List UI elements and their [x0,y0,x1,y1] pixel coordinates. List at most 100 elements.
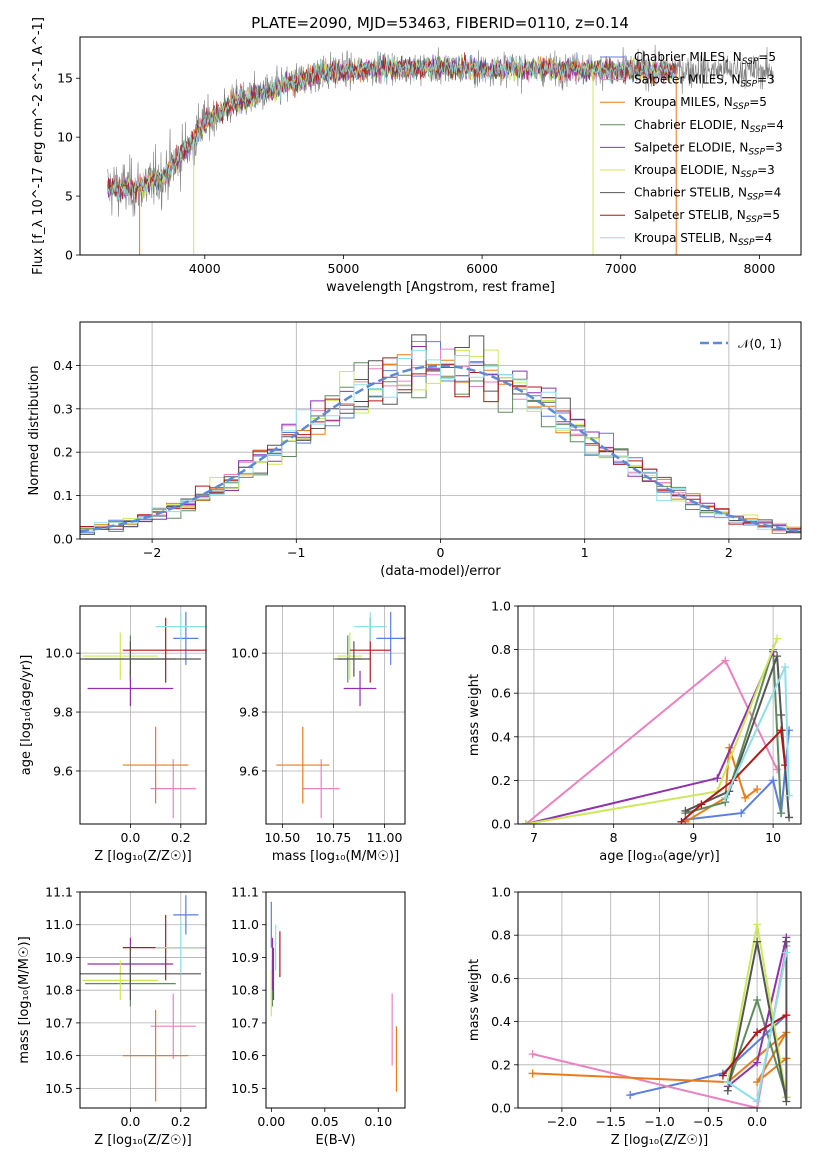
mass-weight-marker [737,809,746,818]
x-tick-label: 0.2 [171,830,191,845]
y-tick-label: 10.0 [45,646,73,661]
errorbars [80,611,206,819]
mass-weight-marker [753,1097,762,1106]
y-tick-label: 10.8 [45,983,73,998]
x-tick-label: 0.2 [171,1114,191,1129]
y-tick-label: 11.1 [231,885,259,900]
mass-weight-marker [753,937,762,946]
legend-entry: Salpeter STELIB, NSSP=5 [634,208,780,225]
legend-entry: 𝒩(0, 1) [738,337,782,351]
weight-lines [521,634,794,824]
axes-frame [517,891,802,1109]
mass-vs-metallicity-panel: 0.0 0.2 10.5 10.6 10.7 10.8 10.9 11.0 11.1 Z [log… [17,885,207,1148]
mass-weight-marker [713,774,722,783]
legend-entry: Kroupa ELODIE, NSSP=3 [634,163,775,180]
mass-weight-marker [773,634,782,643]
y-tick-label: 10.0 [231,646,259,661]
x-tick-label: 0.05 [311,1114,339,1129]
y-axis-label: mass [log₁₀(M/M☉)] [17,936,32,1063]
axes-frame [265,605,406,825]
normal-curve [80,364,801,533]
y-axis-label: mass weight [467,674,482,756]
legend-entry: Salpeter ELODIE, NSSP=3 [634,140,783,157]
y-tick-label: 0.6 [491,686,511,701]
mass-weight-marker [777,809,786,818]
x-tick-label: −2 [143,545,161,560]
x-tick-label: 7000 [605,261,637,276]
x-tick-label: 1 [581,545,589,560]
axes-frame [517,605,802,825]
mass-weight-marker [721,656,730,665]
mass-weight-marker [753,1078,762,1087]
x-tick-label: 4000 [189,261,221,276]
y-tick-label: 15 [57,71,73,86]
y-tick-label: 0.2 [53,445,73,460]
mass-weight-line [726,941,788,1102]
y-tick-label: 10.6 [45,1048,73,1063]
x-tick-label: −1.0 [644,1114,674,1129]
x-axis-label: Z [log₁₀(Z/Z☉)] [94,1133,191,1148]
y-tick-label: 0.3 [53,401,73,416]
x-tick-label: 2 [725,545,733,560]
x-tick-label: 5000 [328,261,360,276]
y-tick-label: 0.6 [491,971,511,986]
y-tick-label: 9.8 [53,705,73,720]
y-tick-label: 0.0 [53,532,73,547]
y-tick-label: 1.0 [491,885,511,900]
mass-weight-line [525,658,779,824]
mass-weight-marker [723,1086,732,1095]
x-tick-label: 0.0 [747,1114,767,1129]
x-tick-label: 0 [437,545,445,560]
errorbars [80,895,206,1102]
mass-weight-marker [782,1097,791,1106]
y-axis-label: Flux [f_λ 10^-17 erg cm^-2 s^-1 A^-1] [31,17,46,275]
mass-weight-marker [753,1028,762,1037]
y-tick-label: 0.4 [491,729,511,744]
mass-weight-marker [777,711,786,719]
spectrum-legend: Chabrier MILES, NSSP=5 Salpeter MILES, NS… [600,50,784,248]
mass-weight-marker [677,817,686,824]
x-tick-label: 0.0 [120,830,140,845]
mass-weight-marker [777,726,786,735]
x-tick-label: 0.0 [120,1114,140,1129]
mass-weight-marker [528,1050,537,1058]
y-tick-label: 10.7 [231,1015,259,1030]
mass-weight-line [525,651,775,824]
x-axis-label: age [log₁₀(age/yr)] [599,849,720,864]
mass-weight-marker [753,920,762,929]
x-axis-label: E(B-V) [315,1133,355,1148]
mass-weight-marker [785,791,794,800]
x-tick-label: 10 [765,830,781,845]
y-tick-label: 0.1 [53,488,73,503]
x-tick-label: 7 [530,830,538,845]
figure-title: PLATE=2090, MJD=53463, FIBERID=0110, z=0… [251,14,629,32]
x-tick-label: 10.75 [316,830,352,845]
residuals-panel: −2 −1 0 1 2 0.0 0.1 0.2 0.3 0.4 (data-model)/error… [27,321,802,579]
y-tick-label: 9.8 [239,705,259,720]
x-axis-label: Z [log₁₀(Z/Z☉)] [94,849,191,864]
y-tick-label: 0.2 [491,1057,511,1072]
y-tick-label: 0.0 [491,1101,511,1116]
y-axis-label: Normed distribution [27,366,42,496]
age-vs-mass-panel: 10.50 10.75 11.00 9.6 9.8 10.0 mass [log₁₀(M/M… [231,605,406,864]
x-tick-label: −2.0 [547,1114,577,1129]
mass-weight-marker [697,800,706,809]
mass-vs-ebv-panel: 0.00 0.05 0.10 10.5 10.6 10.7 10.8 10.9 11.0 11.1… [231,885,406,1148]
weight-lines [528,920,791,1108]
spectrum-lines [107,44,774,255]
legend-entry: Chabrier STELIB, NSSP=4 [634,186,781,203]
mass-weight-marker [769,776,778,785]
mass-weight-line [525,638,779,824]
axes-frame [79,891,207,1109]
x-axis-label: wavelength [Angstrom, rest frame] [326,280,555,295]
x-tick-label: −1 [287,545,305,560]
y-tick-label: 0.8 [491,642,511,657]
mass-weight-marker [785,813,794,822]
mass-weight-marker [753,996,762,1004]
y-tick-label: 0.8 [491,928,511,943]
y-tick-label: 10.8 [231,983,259,998]
mass-weight-vs-age-panel: 7 8 9 10 0.0 0.2 0.4 0.6 0.8 1.0 age [log₁₀(age/yr… [467,599,802,864]
mass-weight-vs-metallicity-panel: −2.0 −1.5 −1.0 −0.5 0.0 0.0 0.2 0.4 0.6 0.8 1.0 Z [… [467,885,802,1148]
histograms [80,334,801,535]
legend-entry: Kroupa MILES, NSSP=5 [634,95,767,112]
